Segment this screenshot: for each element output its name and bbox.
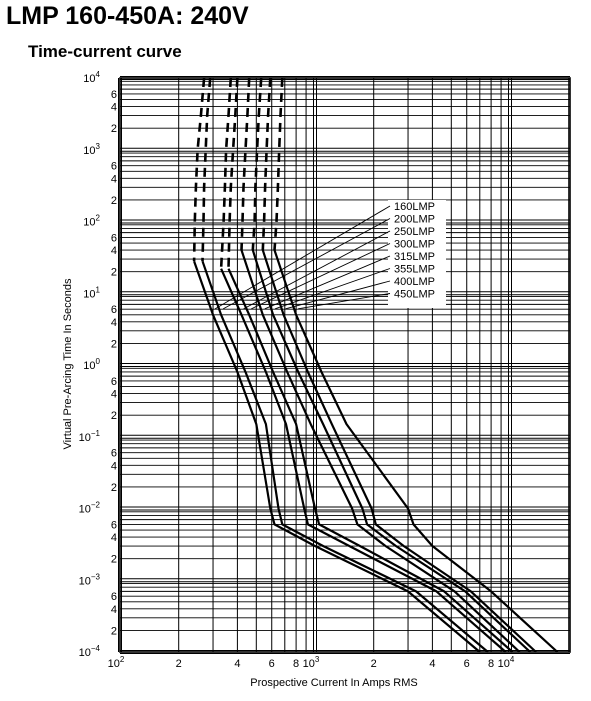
x-tick-exponent: 3 <box>315 655 320 664</box>
y-tick-label: 103 <box>83 142 100 157</box>
y-tick-exponent: 4 <box>96 70 101 79</box>
y-tick-label: 4 <box>111 102 117 114</box>
y-tick-label: 6 <box>111 519 117 531</box>
x-tick-label: 2 <box>176 658 182 670</box>
y-tick-label: 2 <box>111 123 117 135</box>
y-tick-label: 4 <box>111 532 117 544</box>
curve-315LMP-dashed <box>240 77 251 251</box>
y-tick-label: 100 <box>83 357 100 372</box>
x-tick-exponent: 4 <box>510 655 515 664</box>
x-tick-label: 8 <box>293 658 299 670</box>
x-tick-label: 6 <box>269 658 275 670</box>
legend-leader-250LMP <box>243 230 391 310</box>
legend-leader-355LMP <box>274 268 391 310</box>
curve-450LMP-dashed <box>273 77 284 251</box>
x-tick-label: 8 <box>488 658 494 670</box>
y-tick-label: 2 <box>111 625 117 637</box>
x-tick-label: 103 <box>303 655 320 670</box>
legend-leader-315LMP <box>264 255 391 310</box>
curve-160LMP-dashed <box>192 77 206 262</box>
y-tick-label: 10−1 <box>79 429 101 444</box>
x-axis-label: Prospective Current In Amps RMS <box>250 677 418 689</box>
chart-curves <box>192 77 559 653</box>
y-tick-label: 4 <box>111 604 117 616</box>
y-tick-label: 4 <box>111 245 117 257</box>
y-tick-label: 2 <box>111 195 117 207</box>
y-tick-exponent: −4 <box>91 644 101 653</box>
y-axis-label: Virtual Pre-Arcing Time In Seconds <box>62 278 74 449</box>
curve-315LMP-solid <box>240 249 521 653</box>
x-tick-label: 102 <box>108 655 125 670</box>
legend-label-315LMP: 315LMP <box>394 251 435 263</box>
x-tick-label: 104 <box>498 655 515 670</box>
curve-300LMP-dashed <box>227 77 239 269</box>
y-tick-label: 4 <box>111 173 117 185</box>
y-tick-exponent: −3 <box>91 572 101 581</box>
curve-400LMP-solid <box>261 249 537 653</box>
y-tick-label: 4 <box>111 389 117 401</box>
x-tick-label: 4 <box>234 658 240 670</box>
y-tick-label: 2 <box>111 410 117 422</box>
y-tick-label: 10−3 <box>79 572 101 587</box>
y-tick-exponent: −2 <box>91 501 101 510</box>
legend-label-160LMP: 160LMP <box>394 201 435 213</box>
legend-leaders <box>214 205 391 310</box>
plot-border <box>119 77 571 653</box>
y-tick-exponent: 1 <box>96 285 101 294</box>
x-tick-exponent: 2 <box>120 655 125 664</box>
y-tick-exponent: 0 <box>96 357 101 366</box>
y-tick-label: 2 <box>111 338 117 350</box>
legend-leader-450LMP <box>298 293 391 310</box>
y-tick-label: 10−2 <box>79 501 101 516</box>
legend-leader-300LMP <box>251 243 391 310</box>
curve-250LMP-dashed <box>219 77 233 269</box>
chart-subtitle: Time-current curve <box>28 42 182 61</box>
curve-300LMP-solid <box>227 268 514 653</box>
y-tick-label: 6 <box>111 591 117 603</box>
y-tick-label: 6 <box>111 304 117 316</box>
legend-leader-400LMP <box>285 280 391 310</box>
legend-leader-160LMP <box>214 205 391 310</box>
legend-label-200LMP: 200LMP <box>394 214 435 226</box>
curve-400LMP-dashed <box>261 77 272 251</box>
curve-200LMP-solid <box>201 260 489 653</box>
y-tick-label: 4 <box>111 460 117 472</box>
x-tick-label: 2 <box>371 658 377 670</box>
y-tick-label: 101 <box>83 285 100 300</box>
legend-label-300LMP: 300LMP <box>394 239 435 251</box>
y-tick-exponent: −1 <box>91 429 101 438</box>
y-tick-label: 10−4 <box>79 644 101 659</box>
y-tick-label: 2 <box>111 554 117 566</box>
chart-grid <box>118 76 571 654</box>
legend-label-355LMP: 355LMP <box>394 264 435 276</box>
legend-leader-200LMP <box>222 218 391 310</box>
curve-250LMP-solid <box>220 268 507 653</box>
y-tick-label: 6 <box>111 161 117 173</box>
legend-background <box>388 200 446 308</box>
y-tick-label: 6 <box>111 448 117 460</box>
curve-200LMP-dashed <box>201 77 212 262</box>
y-tick-label: 6 <box>111 232 117 244</box>
curve-355LMP-solid <box>251 249 531 653</box>
curve-160LMP-solid <box>193 260 481 653</box>
y-tick-label: 2 <box>111 267 117 279</box>
x-tick-label: 4 <box>429 658 435 670</box>
y-tick-label: 102 <box>83 214 100 229</box>
y-tick-label: 4 <box>111 317 117 329</box>
y-tick-exponent: 2 <box>96 214 101 223</box>
page-title: LMP 160-450A: 240V <box>6 2 249 30</box>
legend-label-250LMP: 250LMP <box>394 226 435 238</box>
y-tick-label: 6 <box>111 89 117 101</box>
x-tick-label: 6 <box>464 658 470 670</box>
y-tick-label: 2 <box>111 482 117 494</box>
curve-355LMP-dashed <box>251 77 263 251</box>
y-tick-label: 104 <box>83 70 100 85</box>
curve-450LMP-solid <box>273 249 559 653</box>
y-tick-exponent: 3 <box>96 142 101 151</box>
legend-label-450LMP: 450LMP <box>394 289 435 301</box>
y-tick-label: 6 <box>111 376 117 388</box>
legend-label-400LMP: 400LMP <box>394 276 435 288</box>
